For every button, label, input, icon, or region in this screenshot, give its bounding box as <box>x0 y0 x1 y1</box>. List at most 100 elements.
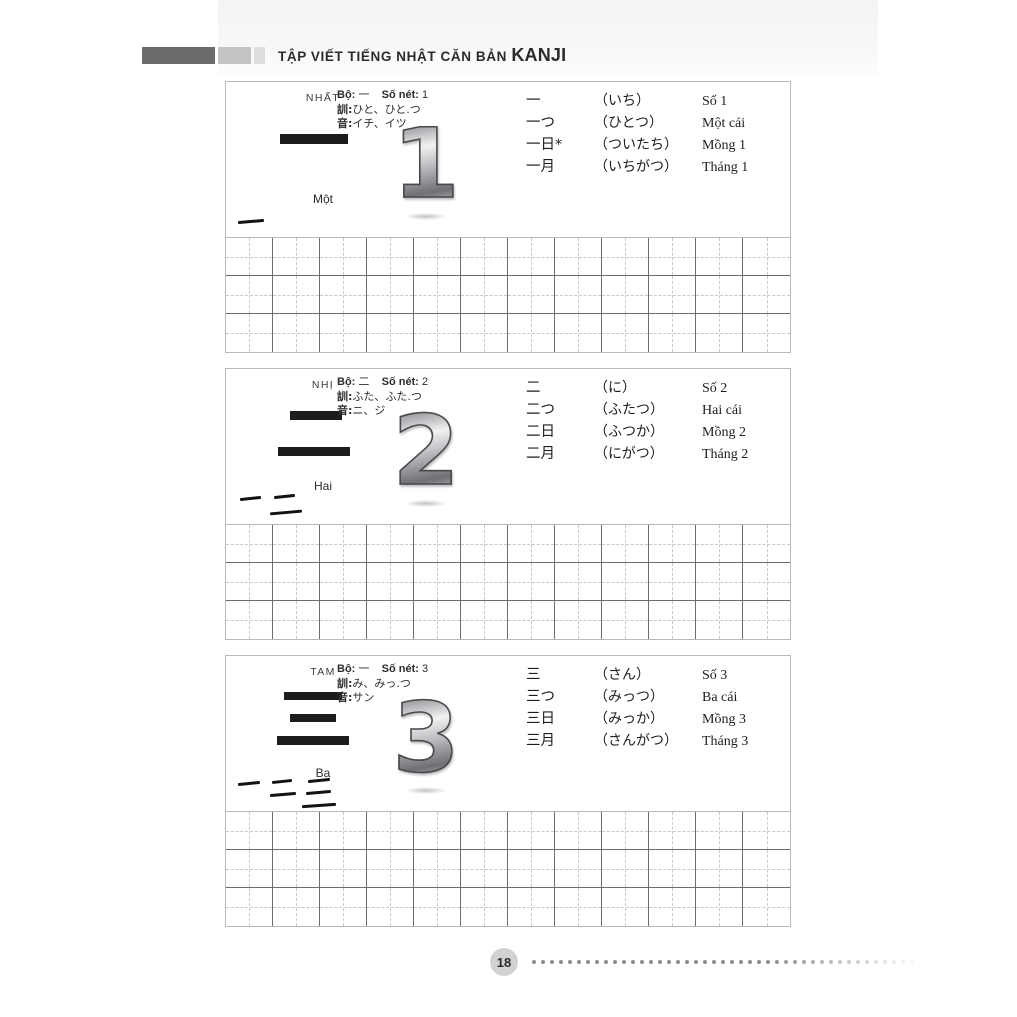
practice-grid-cell[interactable] <box>649 601 696 639</box>
practice-grid-cell[interactable] <box>743 812 790 850</box>
practice-grid-cell[interactable] <box>602 563 649 601</box>
practice-grid-cell[interactable] <box>649 850 696 888</box>
practice-grid-cell[interactable] <box>743 850 790 888</box>
practice-grid-cell[interactable] <box>367 563 414 601</box>
practice-grid-cell[interactable] <box>508 888 555 926</box>
practice-grid-cell[interactable] <box>273 601 320 639</box>
practice-grid-cell[interactable] <box>226 238 273 276</box>
practice-grid-cell[interactable] <box>414 238 461 276</box>
practice-grid-cell[interactable] <box>320 238 367 276</box>
practice-grid-cell[interactable] <box>743 525 790 563</box>
practice-grid-cell[interactable] <box>367 276 414 314</box>
practice-grid-cell[interactable] <box>555 812 602 850</box>
practice-grid-cell[interactable] <box>649 238 696 276</box>
practice-grid-cell[interactable] <box>367 601 414 639</box>
practice-grid-cell[interactable] <box>649 812 696 850</box>
practice-grid-cell[interactable] <box>320 314 367 352</box>
practice-grid-cell[interactable] <box>649 525 696 563</box>
practice-grid-cell[interactable] <box>226 812 273 850</box>
practice-grid-cell[interactable] <box>273 238 320 276</box>
practice-grid-cell[interactable] <box>414 601 461 639</box>
practice-grid-cell[interactable] <box>320 601 367 639</box>
practice-grid-cell[interactable] <box>602 314 649 352</box>
practice-grid-cell[interactable] <box>508 850 555 888</box>
practice-grid-cell[interactable] <box>649 563 696 601</box>
practice-grid-cell[interactable] <box>602 888 649 926</box>
practice-grid-cell[interactable] <box>602 850 649 888</box>
practice-grid-cell[interactable] <box>461 812 508 850</box>
practice-grid-cell[interactable] <box>696 812 743 850</box>
practice-grid-cell[interactable] <box>555 276 602 314</box>
practice-grid-cell[interactable] <box>508 525 555 563</box>
practice-grid-cell[interactable] <box>649 888 696 926</box>
practice-grid-cell[interactable] <box>555 563 602 601</box>
practice-grid-cell[interactable] <box>696 850 743 888</box>
practice-grid-cell[interactable] <box>320 812 367 850</box>
practice-grid-cell[interactable] <box>696 314 743 352</box>
practice-grid-cell[interactable] <box>367 314 414 352</box>
practice-grid-cell[interactable] <box>414 888 461 926</box>
practice-grid-cell[interactable] <box>226 525 273 563</box>
practice-grid[interactable] <box>226 238 790 352</box>
practice-grid-cell[interactable] <box>743 276 790 314</box>
practice-grid-cell[interactable] <box>555 238 602 276</box>
practice-grid[interactable] <box>226 525 790 639</box>
practice-grid-cell[interactable] <box>367 850 414 888</box>
practice-grid-cell[interactable] <box>649 276 696 314</box>
practice-grid-cell[interactable] <box>743 601 790 639</box>
practice-grid-cell[interactable] <box>461 888 508 926</box>
practice-grid-cell[interactable] <box>273 276 320 314</box>
practice-grid-cell[interactable] <box>696 238 743 276</box>
practice-grid-cell[interactable] <box>320 276 367 314</box>
practice-grid-cell[interactable] <box>602 601 649 639</box>
practice-grid-cell[interactable] <box>649 314 696 352</box>
practice-grid-cell[interactable] <box>273 888 320 926</box>
practice-grid-cell[interactable] <box>743 238 790 276</box>
practice-grid-cell[interactable] <box>461 601 508 639</box>
practice-grid-cell[interactable] <box>508 601 555 639</box>
practice-grid-cell[interactable] <box>743 563 790 601</box>
practice-grid-cell[interactable] <box>320 888 367 926</box>
practice-grid-cell[interactable] <box>273 812 320 850</box>
practice-grid-cell[interactable] <box>461 850 508 888</box>
practice-grid-cell[interactable] <box>273 850 320 888</box>
practice-grid-cell[interactable] <box>696 276 743 314</box>
practice-grid-cell[interactable] <box>555 601 602 639</box>
practice-grid-cell[interactable] <box>320 525 367 563</box>
practice-grid-cell[interactable] <box>414 314 461 352</box>
practice-grid-cell[interactable] <box>508 563 555 601</box>
practice-grid-cell[interactable] <box>696 888 743 926</box>
practice-grid-cell[interactable] <box>226 601 273 639</box>
practice-grid-cell[interactable] <box>743 888 790 926</box>
practice-grid-cell[interactable] <box>602 525 649 563</box>
practice-grid-cell[interactable] <box>555 314 602 352</box>
practice-grid-cell[interactable] <box>508 314 555 352</box>
practice-grid-cell[interactable] <box>461 314 508 352</box>
practice-grid-cell[interactable] <box>367 525 414 563</box>
practice-grid-cell[interactable] <box>414 276 461 314</box>
practice-grid-cell[interactable] <box>226 563 273 601</box>
practice-grid-cell[interactable] <box>743 314 790 352</box>
practice-grid-cell[interactable] <box>367 238 414 276</box>
practice-grid-cell[interactable] <box>320 850 367 888</box>
practice-grid-cell[interactable] <box>367 812 414 850</box>
practice-grid-cell[interactable] <box>461 525 508 563</box>
practice-grid-cell[interactable] <box>461 238 508 276</box>
practice-grid-cell[interactable] <box>226 850 273 888</box>
practice-grid-cell[interactable] <box>555 850 602 888</box>
practice-grid-cell[interactable] <box>414 563 461 601</box>
practice-grid-cell[interactable] <box>273 563 320 601</box>
practice-grid-cell[interactable] <box>461 276 508 314</box>
practice-grid-cell[interactable] <box>696 601 743 639</box>
practice-grid-cell[interactable] <box>696 525 743 563</box>
practice-grid-cell[interactable] <box>555 525 602 563</box>
practice-grid-cell[interactable] <box>414 850 461 888</box>
practice-grid-cell[interactable] <box>508 812 555 850</box>
practice-grid-cell[interactable] <box>414 525 461 563</box>
practice-grid-cell[interactable] <box>273 525 320 563</box>
practice-grid-cell[interactable] <box>226 276 273 314</box>
practice-grid-cell[interactable] <box>555 888 602 926</box>
practice-grid-cell[interactable] <box>508 238 555 276</box>
practice-grid-cell[interactable] <box>226 314 273 352</box>
practice-grid-cell[interactable] <box>696 563 743 601</box>
